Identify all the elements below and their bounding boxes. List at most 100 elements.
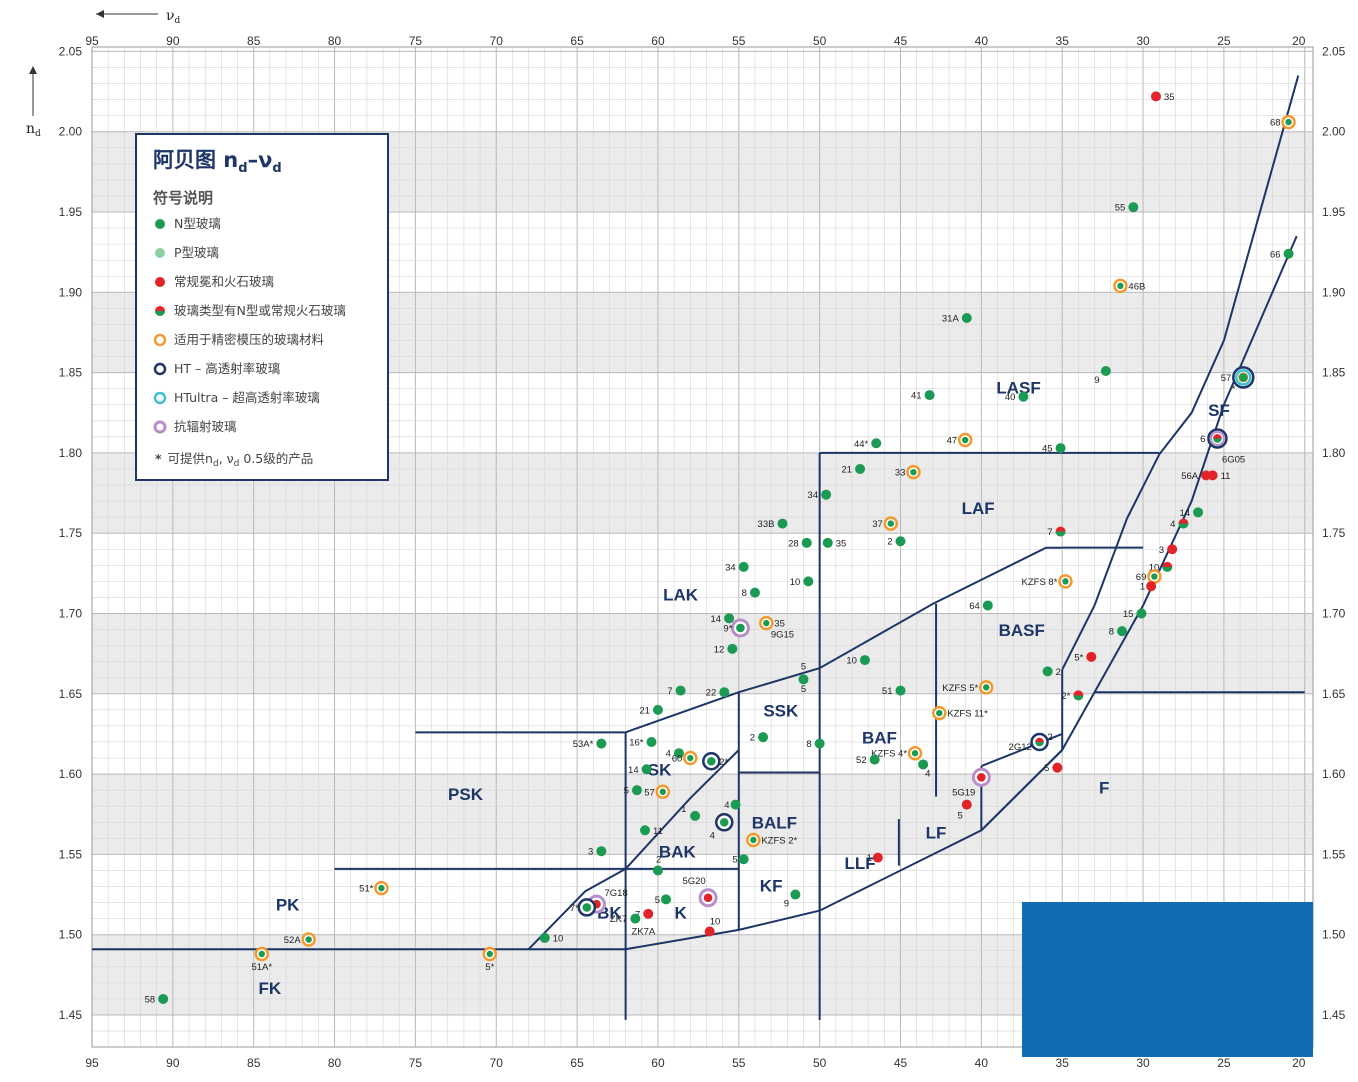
point-label: 35 (774, 619, 785, 630)
y-tick-left: 1.65 (59, 687, 83, 701)
y-arrow-head (29, 66, 37, 74)
region-boundary (1061, 75, 1300, 671)
point-label: 51 (882, 686, 893, 697)
extra-label: 5 (801, 684, 806, 695)
point-label: 35 (836, 538, 847, 549)
point-label: 10 (1149, 562, 1160, 573)
y-tick-left: 1.60 (59, 767, 83, 781)
region-label-llf: LLF (844, 854, 875, 873)
glass-point: 5 (1044, 762, 1063, 774)
point-label: 52 (856, 755, 867, 766)
point-label: 58 (145, 994, 156, 1005)
extra-label: ZK7A (632, 927, 656, 938)
region-label-lf: LF (926, 823, 947, 842)
point-label: 4 (724, 800, 729, 811)
point-dot-classic (643, 908, 654, 919)
x-tick-bottom: 65 (570, 1056, 584, 1070)
point-label: 60 (672, 754, 683, 765)
point-label: 12 (714, 644, 725, 655)
glass-point: 51A* (251, 946, 272, 973)
legend-item-label: 玻璃类型有N型或常规火石玻璃 (174, 303, 346, 318)
legend-marker-orange (153, 333, 167, 347)
legend-item-classic: 常规冕和火石玻璃 (155, 274, 274, 289)
glass-point: 4 (918, 759, 930, 779)
legend-item-label: 常规冕和火石玻璃 (174, 274, 274, 289)
point-dot-n (730, 799, 741, 810)
glass-point: 5 (798, 661, 809, 685)
glass-point: 10 (1149, 561, 1173, 573)
x-tick-bottom: 95 (85, 1056, 99, 1070)
legend-footnote-star: * (155, 451, 162, 466)
glass-point: 3 (1159, 544, 1178, 556)
point-dot-n (738, 561, 749, 572)
y-tick-right: 1.90 (1322, 285, 1346, 299)
point-label: 21 (841, 464, 852, 475)
legend-footnote: * 可提供nd, νd 0.5级的产品 (155, 451, 313, 469)
glass-point: 14 (628, 764, 652, 776)
glass-point: 3 (588, 846, 607, 858)
point-label: 1 (1140, 582, 1145, 593)
glass-point: 5G19 (952, 767, 991, 798)
point-dot-n (983, 684, 990, 691)
region-boundary (624, 749, 740, 870)
y-axis-symbol: n (26, 121, 35, 137)
extra-label: 2G12 (1009, 742, 1032, 753)
point-label: 53A* (573, 739, 594, 750)
point-label: 4 (1170, 519, 1175, 530)
point-label: 46B (1128, 281, 1145, 292)
glass-point: 35 (759, 615, 785, 631)
legend-item-label: 抗辐射玻璃 (174, 419, 237, 434)
x-tick-top: 70 (490, 34, 504, 48)
glass-point: 8 (1109, 626, 1128, 638)
x-tick-top: 95 (85, 34, 99, 48)
point-dot-classic (1150, 91, 1161, 102)
point-dot-n (687, 754, 694, 762)
glass-point: 46B (1113, 278, 1145, 294)
glass-point: 56A (1181, 470, 1212, 482)
legend-footnote-d: d (234, 459, 240, 469)
point-dot-n (798, 674, 809, 685)
glass-point: 66 (1270, 248, 1294, 260)
point-label: KZFS 11* (947, 709, 988, 720)
glass-point: 40 (1005, 391, 1029, 403)
point-label: 57 (644, 787, 655, 798)
point-label: 51* (359, 884, 374, 895)
x-tick-bottom: 70 (490, 1056, 504, 1070)
y-tick-right: 1.50 (1322, 928, 1346, 942)
x-tick-top: 65 (570, 34, 584, 48)
point-dot-n (895, 536, 906, 547)
point-dot-n (758, 732, 769, 743)
point-dot-n (961, 312, 972, 323)
glass-point: 5 (958, 799, 972, 822)
point-dot-n (652, 704, 663, 715)
point-label: 15 (1123, 609, 1134, 620)
glass-point: 34 (725, 561, 749, 573)
glass-point: 52A (284, 932, 316, 947)
glass-point: 4 (666, 748, 684, 760)
point-label: 5* (1074, 652, 1083, 663)
legend-item-label: N型玻璃 (174, 216, 221, 231)
point-dot-n (675, 685, 686, 696)
glass-point: ZK7 (610, 913, 641, 925)
point-label: 2 (1048, 732, 1053, 743)
glass-point: 57 (644, 784, 671, 800)
legend-box (135, 133, 389, 481)
point-dot-n (724, 613, 735, 624)
glass-point: 9* (723, 618, 750, 638)
point-dot-n (814, 738, 825, 749)
region-boundary (625, 546, 1063, 734)
x-tick-top: 50 (813, 34, 827, 48)
x-tick-bottom: 80 (328, 1056, 342, 1070)
legend-items: N型玻璃 P型玻璃常规冕和火石玻璃玻璃类型有N型或常规火石玻璃适用于精密模压的玻璃… (153, 216, 346, 434)
y-tick-left: 1.45 (59, 1008, 83, 1022)
point-dot-classic (961, 799, 972, 810)
glass-point: 22 (706, 687, 730, 699)
overlay-block (1022, 902, 1313, 1057)
legend-heading: 符号说明 (153, 189, 213, 207)
glass-point: 10 (846, 655, 870, 667)
point-dot-n (855, 463, 866, 474)
glass-point: 37 (872, 516, 899, 531)
glass-point: 10 (539, 932, 563, 944)
point-dot-n (910, 468, 917, 476)
